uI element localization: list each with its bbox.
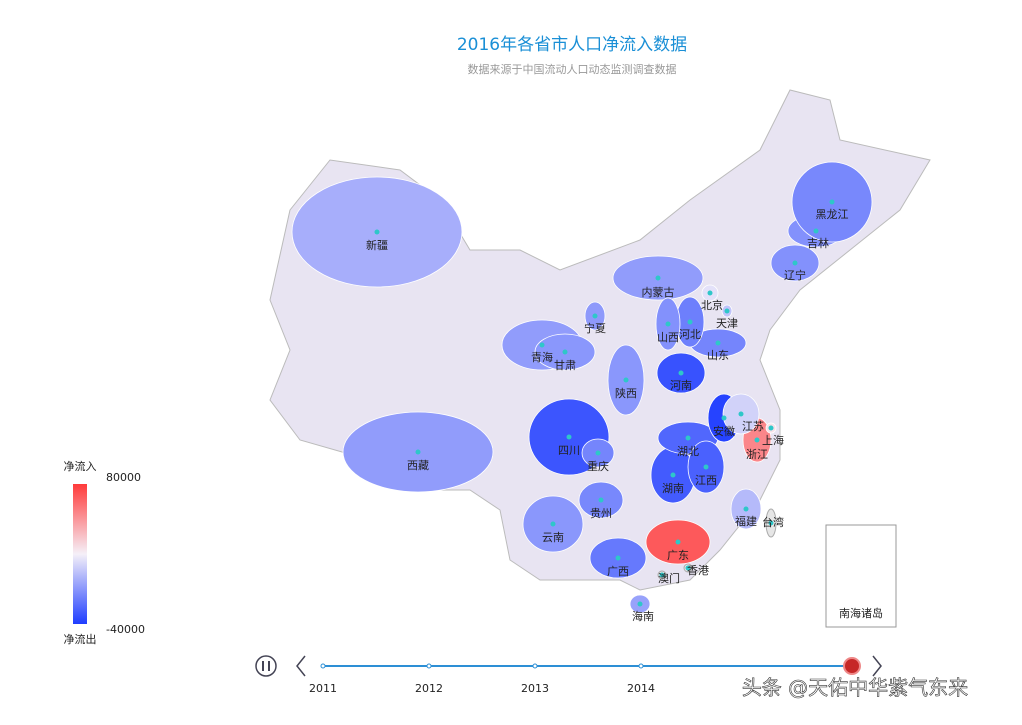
province-dot xyxy=(754,437,760,443)
timeline-label[interactable]: 2014 xyxy=(627,682,655,695)
province-dot xyxy=(768,520,774,526)
province-dot xyxy=(415,449,421,455)
province-label: 湖南 xyxy=(662,482,684,495)
visual-map-low-label: 净流出 xyxy=(64,632,97,646)
province-label: 安徽 xyxy=(713,424,735,438)
province-dot xyxy=(685,565,691,571)
province-label: 福建 xyxy=(735,514,757,528)
province-dot xyxy=(670,472,676,478)
timeline-tick xyxy=(532,663,538,669)
province-label: 澳门 xyxy=(658,571,680,585)
province-dot xyxy=(598,497,604,503)
province-label: 广西 xyxy=(607,565,629,578)
province-label: 台湾 xyxy=(762,515,784,529)
province-label: 四川 xyxy=(558,444,580,457)
province-dot xyxy=(703,464,709,470)
province-label: 江苏 xyxy=(742,420,764,433)
province-label: 甘肃 xyxy=(554,359,576,372)
province-dot xyxy=(721,415,727,421)
province-dot xyxy=(685,435,691,441)
province-dot xyxy=(738,411,744,417)
timeline-tick xyxy=(638,663,644,669)
province-dot xyxy=(813,228,819,234)
province-dot xyxy=(707,290,713,296)
province-dot xyxy=(562,349,568,355)
timeline-tick xyxy=(426,663,432,669)
province-label: 吉林 xyxy=(807,236,829,250)
province-dot xyxy=(768,425,774,431)
province-dot xyxy=(637,601,643,607)
title: 2016年各省市人口净流入数据 xyxy=(457,35,687,55)
visual-map-high-label: 净流入 xyxy=(64,459,97,473)
watermark: 头条 @天佑中华紫气东来 xyxy=(742,676,968,700)
pause-icon xyxy=(262,661,270,671)
province-dot xyxy=(675,539,681,545)
province-label: 江西 xyxy=(695,474,717,487)
province-dot xyxy=(655,275,661,281)
visual-map-bar xyxy=(73,484,87,624)
province-label: 海南 xyxy=(632,609,654,623)
province-label: 西藏 xyxy=(407,459,429,472)
province-label: 青海 xyxy=(531,350,553,364)
province-label: 北京 xyxy=(701,298,723,312)
province-label: 河南 xyxy=(670,379,692,392)
province-dot xyxy=(539,342,545,348)
pause-button[interactable] xyxy=(255,655,277,677)
visual-map-min: -40000 xyxy=(106,623,145,636)
province-dot xyxy=(678,370,684,376)
visual-map-max: 80000 xyxy=(106,471,141,484)
province-dot xyxy=(595,450,601,456)
subtitle: 数据来源于中国流动人口动态监测调查数据 xyxy=(468,62,677,76)
province-dot xyxy=(715,340,721,346)
prev-button[interactable] xyxy=(296,655,306,677)
province-dot xyxy=(550,521,556,527)
province-label: 黑龙江 xyxy=(816,208,849,221)
province-label: 山西 xyxy=(657,331,679,344)
province-label: 广东 xyxy=(667,549,689,562)
timeline-tick xyxy=(320,663,326,669)
province-label: 天津 xyxy=(716,317,738,330)
province-dot xyxy=(792,260,798,266)
province-dot xyxy=(665,321,671,327)
province-label: 辽宁 xyxy=(784,268,806,282)
province-dot xyxy=(374,229,380,235)
province-label: 陕西 xyxy=(615,386,637,400)
province-label: 湖北 xyxy=(677,445,699,458)
province-label: 宁夏 xyxy=(584,321,606,335)
province-label: 浙江 xyxy=(746,448,768,461)
province-dot xyxy=(615,555,621,561)
next-button[interactable] xyxy=(872,655,882,677)
province-dot xyxy=(623,377,629,383)
province-dot xyxy=(659,572,665,578)
province-label: 河北 xyxy=(679,328,701,341)
province-label: 上海 xyxy=(762,433,784,447)
inset-box xyxy=(825,524,897,628)
province-dot xyxy=(687,319,693,325)
province-label: 香港 xyxy=(687,564,709,577)
province-dot xyxy=(566,434,572,440)
province-label: 山东 xyxy=(707,349,729,362)
province-dot xyxy=(724,308,730,314)
inset-label: 南海诸岛 xyxy=(839,606,883,620)
province-label: 云南 xyxy=(542,531,564,544)
timeline-handle[interactable] xyxy=(843,657,861,675)
province-dot xyxy=(743,506,749,512)
province-label: 重庆 xyxy=(587,459,609,473)
timeline-label[interactable]: 2012 xyxy=(415,682,443,695)
province-label: 内蒙古 xyxy=(642,285,675,299)
timeline-label[interactable]: 2011 xyxy=(309,682,337,695)
timeline-label[interactable]: 2013 xyxy=(521,682,549,695)
province-dot xyxy=(829,199,835,205)
province-label: 新疆 xyxy=(366,238,388,252)
province-label: 贵州 xyxy=(590,507,612,520)
province-dot xyxy=(592,313,598,319)
